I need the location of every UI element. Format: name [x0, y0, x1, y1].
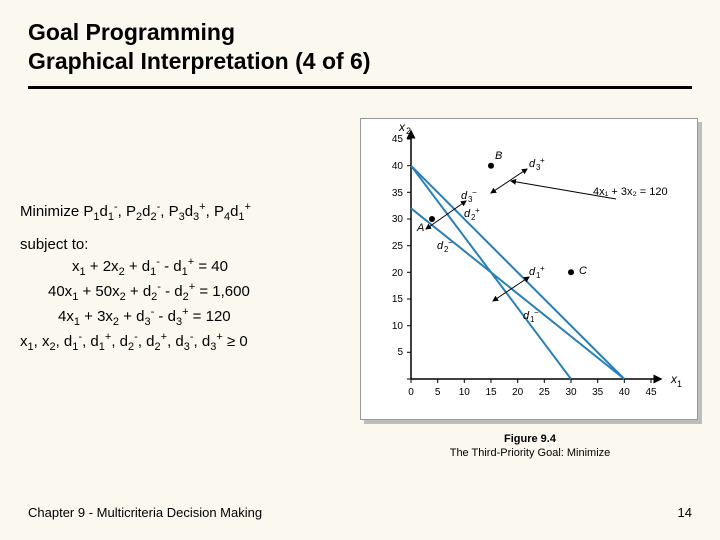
svg-text:30: 30	[565, 387, 577, 398]
svg-text:C: C	[579, 265, 587, 277]
svg-text:d: d	[529, 158, 536, 170]
svg-text:+: +	[540, 264, 545, 273]
svg-text:d: d	[529, 266, 536, 278]
title-block: Goal Programming Graphical Interpretatio…	[0, 0, 720, 80]
title-line-1: Goal Programming	[28, 18, 692, 47]
figure-caption: Figure 9.4 The Third-Priority Goal: Mini…	[362, 432, 698, 461]
svg-text:x: x	[398, 120, 406, 134]
math-content: Minimize P1d1-, P2d2-, P3d3+, P4d1+ subj…	[20, 200, 350, 354]
svg-text:−: −	[534, 308, 539, 317]
objective-line: Minimize P1d1-, P2d2-, P3d3+, P4d1+	[20, 200, 350, 225]
svg-text:A: A	[416, 222, 424, 234]
svg-text:40: 40	[619, 387, 631, 398]
title-line-2: Graphical Interpretation (4 of 6)	[28, 47, 692, 76]
svg-text:45: 45	[645, 387, 657, 398]
svg-text:d: d	[461, 190, 468, 202]
svg-text:20: 20	[512, 387, 524, 398]
svg-text:d: d	[523, 310, 530, 322]
svg-text:15: 15	[485, 387, 497, 398]
svg-text:35: 35	[392, 188, 404, 199]
svg-text:d: d	[437, 240, 444, 252]
constraint-3: 4x1 + 3x2 + d3- - d3+ = 120	[20, 305, 350, 330]
svg-text:30: 30	[392, 214, 404, 225]
svg-text:4x₁ + 3x₂ = 120: 4x₁ + 3x₂ = 120	[593, 186, 668, 198]
svg-text:25: 25	[392, 241, 404, 252]
footer-left: Chapter 9 - Multicriteria Decision Makin…	[28, 505, 262, 520]
svg-text:−: −	[472, 188, 477, 197]
svg-text:40: 40	[392, 161, 404, 172]
nonneg: x1, x2, d1-, d1+, d2-, d2+, d3-, d3+ ≥ 0	[20, 330, 350, 355]
svg-text:20: 20	[392, 268, 404, 279]
svg-text:2: 2	[406, 126, 411, 136]
svg-text:10: 10	[392, 321, 404, 332]
title-underline	[28, 86, 692, 89]
constraints-block: subject to: x1 + 2x2 + d1- - d1+ = 40 40…	[20, 235, 350, 355]
svg-text:35: 35	[592, 387, 604, 398]
subject-to: subject to:	[20, 235, 350, 255]
svg-text:0: 0	[408, 387, 414, 398]
figure-box: 0 5 10 15 20 25 30 35 40 45 5 10 15 20 2…	[360, 118, 698, 420]
svg-text:B: B	[495, 150, 502, 162]
footer-right: 14	[678, 505, 692, 520]
caption-line-2: The Third-Priority Goal: Minimize	[362, 446, 698, 460]
caption-line-1: Figure 9.4	[362, 432, 698, 446]
constraint-1: x1 + 2x2 + d1- - d1+ = 40	[20, 255, 350, 280]
svg-text:+: +	[475, 206, 480, 215]
svg-text:25: 25	[539, 387, 551, 398]
svg-text:d: d	[464, 208, 471, 220]
svg-text:45: 45	[392, 134, 404, 145]
svg-text:5: 5	[435, 387, 441, 398]
minimize-prefix: Minimize	[20, 203, 83, 220]
svg-text:−: −	[448, 238, 453, 247]
chart-svg: 0 5 10 15 20 25 30 35 40 45 5 10 15 20 2…	[361, 119, 697, 419]
constraint-2: 40x1 + 50x2 + d2- - d2+ = 1,600	[20, 280, 350, 305]
svg-text:15: 15	[392, 294, 404, 305]
svg-text:5: 5	[397, 347, 403, 358]
svg-text:1: 1	[677, 379, 682, 389]
svg-text:10: 10	[459, 387, 471, 398]
svg-text:+: +	[540, 156, 545, 165]
